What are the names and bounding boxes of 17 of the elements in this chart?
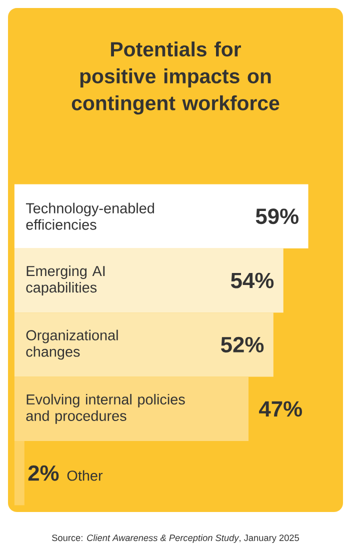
- data-label: 59%: [256, 208, 298, 224]
- data-label: 47%: [259, 401, 302, 417]
- bar: [14, 441, 24, 506]
- y-tick-label: Organizational changes: [26, 330, 118, 360]
- y-tick-label: Technology-enabled efficiencies: [26, 202, 154, 230]
- y-tick-label: Evolving internal policies and procedures: [26, 394, 185, 424]
- y-tick-label: Other: [67, 470, 103, 481]
- chart-title: Potentials for positive impacts on contingent workforce: [72, 42, 280, 114]
- bar: [14, 248, 284, 313]
- bar: [14, 312, 274, 377]
- source-note: Source: Client Awareness & Perception Study, January 2025: [52, 534, 299, 543]
- data-label: 52%: [221, 336, 264, 352]
- bar: [14, 376, 249, 442]
- data-label: 54%: [230, 272, 274, 288]
- y-tick-label: Emerging AI capabilities: [26, 266, 105, 296]
- data-label: 2%: [28, 465, 59, 481]
- bar: [14, 184, 308, 248]
